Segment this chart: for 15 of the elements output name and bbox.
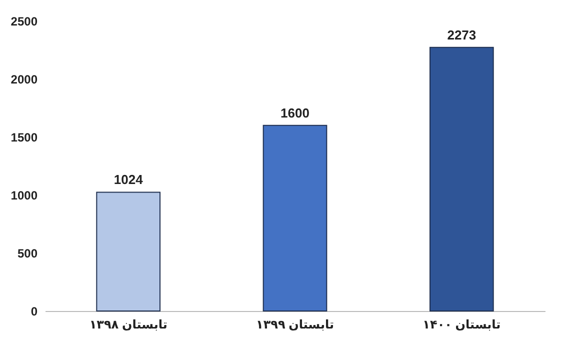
x-tick-label: تابستان ۱۴۰۰ (422, 318, 501, 332)
data-label: 2273 (447, 27, 476, 42)
bar (96, 192, 160, 312)
y-tick-label: 2500 (10, 14, 38, 28)
y-tick-label: 1500 (10, 130, 38, 144)
y-tick-label: 500 (17, 246, 38, 260)
y-tick-label: 2000 (10, 72, 38, 86)
y-tick-label: 0 (30, 304, 38, 318)
y-tick-label: 1000 (10, 188, 38, 202)
data-label: 1600 (280, 105, 310, 120)
data-label: 1024 (114, 172, 144, 188)
bar (430, 46, 494, 312)
x-tick-label: تابستان ۱۳۹۹ (256, 318, 334, 332)
bar (262, 124, 328, 312)
x-tick-label: تابستان ۱۳۹۸ (89, 318, 168, 332)
